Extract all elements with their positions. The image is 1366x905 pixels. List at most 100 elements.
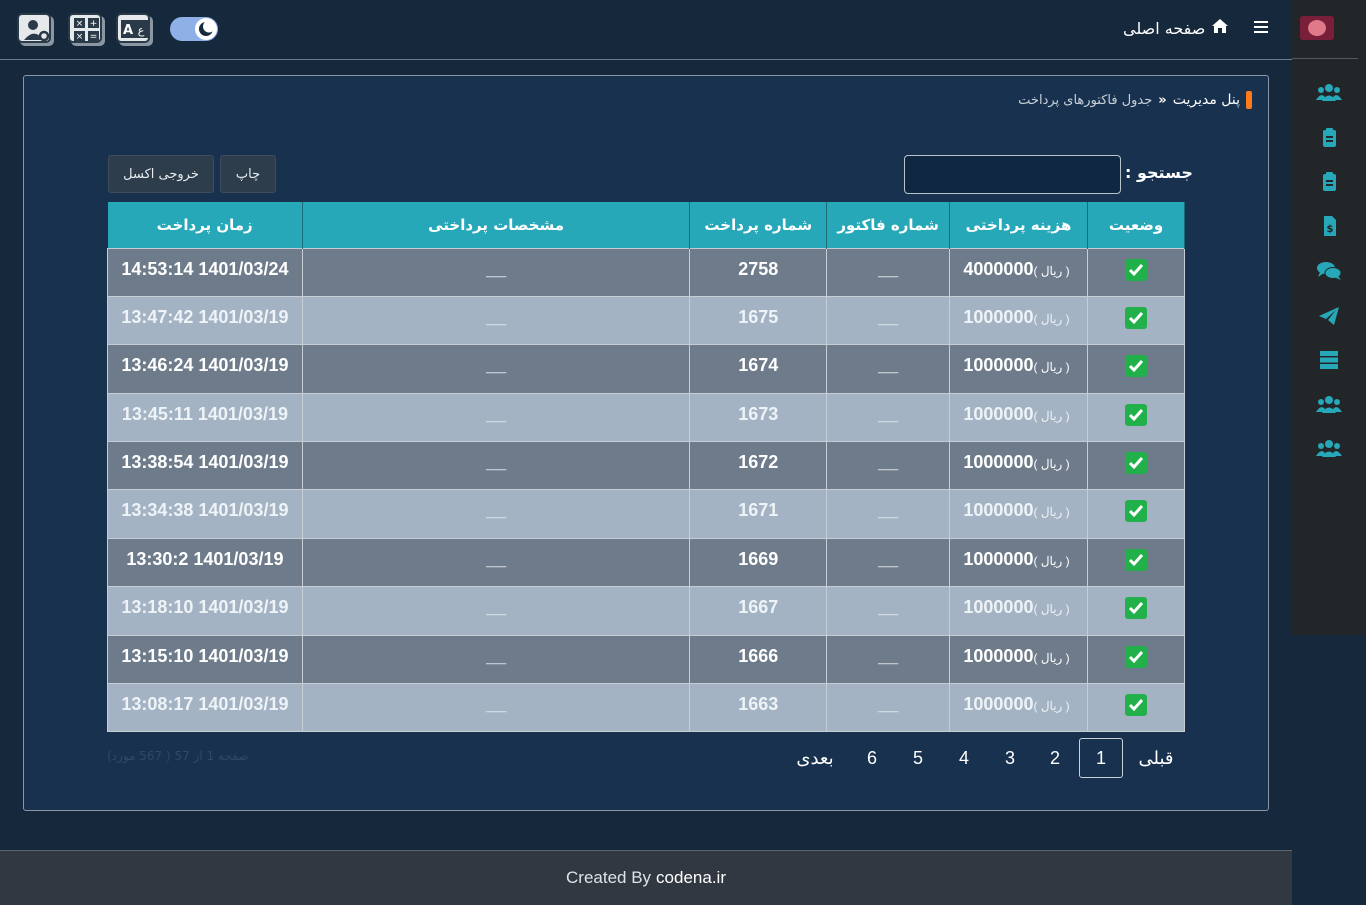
currency-unit: ( ریال )	[1033, 505, 1070, 520]
sidebar: $	[1292, 0, 1366, 635]
hamburger-icon[interactable]	[1254, 21, 1268, 34]
pagination-page[interactable]: 2	[1049, 747, 1060, 768]
col-header-time[interactable]: زمان پرداخت	[107, 202, 303, 248]
theme-toggle[interactable]	[170, 17, 218, 41]
cell-time: 13:47:42 1401/03/19	[107, 295, 303, 346]
col-header-details[interactable]: مشخصات پرداختی	[302, 202, 691, 248]
cell-details: __	[301, 634, 691, 685]
col-header-payment-no[interactable]: شماره پرداخت	[689, 202, 828, 248]
check-icon[interactable]	[1125, 548, 1147, 571]
pagination-next[interactable]: بعدی	[796, 747, 834, 768]
table-header-row: زمان پرداخت مشخصات پرداختی شماره پرداخت …	[107, 202, 1185, 248]
print-button[interactable]: چاپ	[220, 155, 276, 193]
svg-text:$: $	[1327, 224, 1334, 235]
cell-cost: 1000000( ریال )	[949, 586, 1089, 636]
user-settings-icon[interactable]	[17, 13, 51, 43]
cell-time: 13:15:10 1401/03/19	[107, 634, 303, 685]
pagination-page[interactable]: 4	[958, 747, 969, 768]
cell-cost: 1000000( ریال )	[949, 683, 1089, 733]
pagination-page[interactable]: 5	[912, 747, 923, 768]
check-icon[interactable]	[1125, 403, 1147, 426]
users-icon[interactable]	[1316, 82, 1342, 104]
cell-payment-no: 1674	[689, 344, 828, 394]
check-icon[interactable]	[1125, 355, 1147, 378]
cell-invoice: __	[826, 247, 951, 297]
pagination-page[interactable]: 3	[1004, 747, 1015, 768]
pagination-info: صفحه 1 از 57 ( 567 مورد)	[107, 749, 249, 763]
cell-payment-no: 1669	[689, 537, 828, 588]
svg-text:=: =	[90, 32, 98, 42]
sidebar-divider	[1292, 58, 1358, 59]
moon-icon	[195, 18, 217, 40]
home-link[interactable]: صفحه اصلی	[1123, 18, 1229, 38]
svg-text:ع: ع	[138, 24, 145, 37]
cell-status	[1087, 634, 1185, 685]
table-row: 14:53:14 1401/03/24 __ 2758 __ 4000000( ریال…	[107, 247, 1185, 297]
logo[interactable]	[1300, 16, 1334, 40]
cell-invoice: __	[826, 441, 951, 491]
cell-cost: 1000000( ریال )	[949, 537, 1089, 588]
cost-value: 1000000	[963, 306, 1034, 327]
comments-icon[interactable]	[1316, 260, 1342, 282]
cell-invoice: __	[826, 392, 951, 443]
server-icon[interactable]	[1316, 349, 1342, 371]
search-input[interactable]	[904, 155, 1121, 194]
cell-details: __	[301, 586, 691, 636]
cell-invoice: __	[826, 489, 951, 539]
invoice-icon[interactable]: $	[1316, 215, 1342, 237]
pagination-page[interactable]: 1	[1079, 738, 1123, 778]
check-icon[interactable]	[1125, 500, 1147, 523]
table-row: 13:47:42 1401/03/19 __ 1675 __ 1000000( ریال…	[107, 295, 1185, 346]
users-icon[interactable]	[1316, 438, 1342, 460]
paper-plane-icon[interactable]	[1316, 305, 1342, 327]
table-row: 13:38:54 1401/03/19 __ 1672 __ 1000000( ریال…	[107, 441, 1185, 491]
footer-brand-link[interactable]: codena.ir	[656, 868, 726, 887]
calculator-icon[interactable]: × + × =	[68, 13, 102, 43]
cell-payment-no: 1667	[689, 586, 828, 636]
breadcrumb-current: جدول فاکتورهای پرداخت	[1018, 92, 1153, 108]
cell-cost: 1000000( ریال )	[949, 634, 1089, 685]
cell-cost: 1000000( ریال )	[949, 344, 1089, 394]
cell-time: 13:45:11 1401/03/19	[107, 392, 303, 443]
pagination-prev[interactable]: قبلی	[1138, 747, 1174, 768]
check-icon[interactable]	[1125, 645, 1147, 668]
users-icon[interactable]	[1316, 394, 1342, 416]
currency-unit: ( ریال )	[1033, 263, 1070, 278]
cell-payment-no: 1672	[689, 441, 828, 491]
currency-unit: ( ریال )	[1033, 408, 1070, 423]
cell-status	[1087, 537, 1185, 588]
cost-value: 1000000	[963, 500, 1034, 521]
cell-details: __	[301, 537, 691, 588]
check-icon[interactable]	[1125, 258, 1147, 281]
breadcrumb-root[interactable]: پنل مدیریت	[1172, 92, 1240, 108]
breadcrumb-marker	[1246, 91, 1252, 109]
table-row: 13:34:38 1401/03/19 __ 1671 __ 1000000( ریال…	[107, 489, 1185, 539]
cell-payment-no: 2758	[689, 247, 828, 297]
excel-export-button[interactable]: خروجی اکسل	[108, 155, 214, 193]
svg-text:+: +	[90, 19, 98, 29]
cell-status	[1087, 683, 1185, 733]
table-row: 13:08:17 1401/03/19 __ 1663 __ 1000000( ریال…	[107, 683, 1185, 733]
pagination-page[interactable]: 6	[866, 747, 877, 768]
search-label: جستجو :	[1125, 163, 1193, 182]
cell-cost: 4000000( ریال )	[949, 247, 1089, 297]
table-row: 13:45:11 1401/03/19 __ 1673 __ 1000000( ریال…	[107, 392, 1185, 443]
cell-invoice: __	[826, 634, 951, 685]
clipboard-icon[interactable]	[1316, 171, 1342, 193]
home-icon	[1211, 18, 1229, 38]
check-icon[interactable]	[1125, 452, 1147, 475]
currency-unit: ( ریال )	[1033, 311, 1070, 326]
check-icon[interactable]	[1125, 694, 1147, 717]
cell-invoice: __	[826, 586, 951, 636]
check-icon[interactable]	[1125, 306, 1147, 329]
cell-payment-no: 1673	[689, 392, 828, 443]
col-header-invoice[interactable]: شماره فاکتور	[826, 202, 951, 248]
cell-invoice: __	[826, 344, 951, 394]
cell-invoice: __	[826, 295, 951, 346]
col-header-status[interactable]: وضعیت	[1087, 202, 1185, 248]
col-header-cost[interactable]: هزینه پرداختی	[949, 202, 1089, 248]
cost-value: 1000000	[963, 355, 1034, 376]
check-icon[interactable]	[1125, 597, 1147, 620]
clipboard-icon[interactable]	[1316, 127, 1342, 149]
